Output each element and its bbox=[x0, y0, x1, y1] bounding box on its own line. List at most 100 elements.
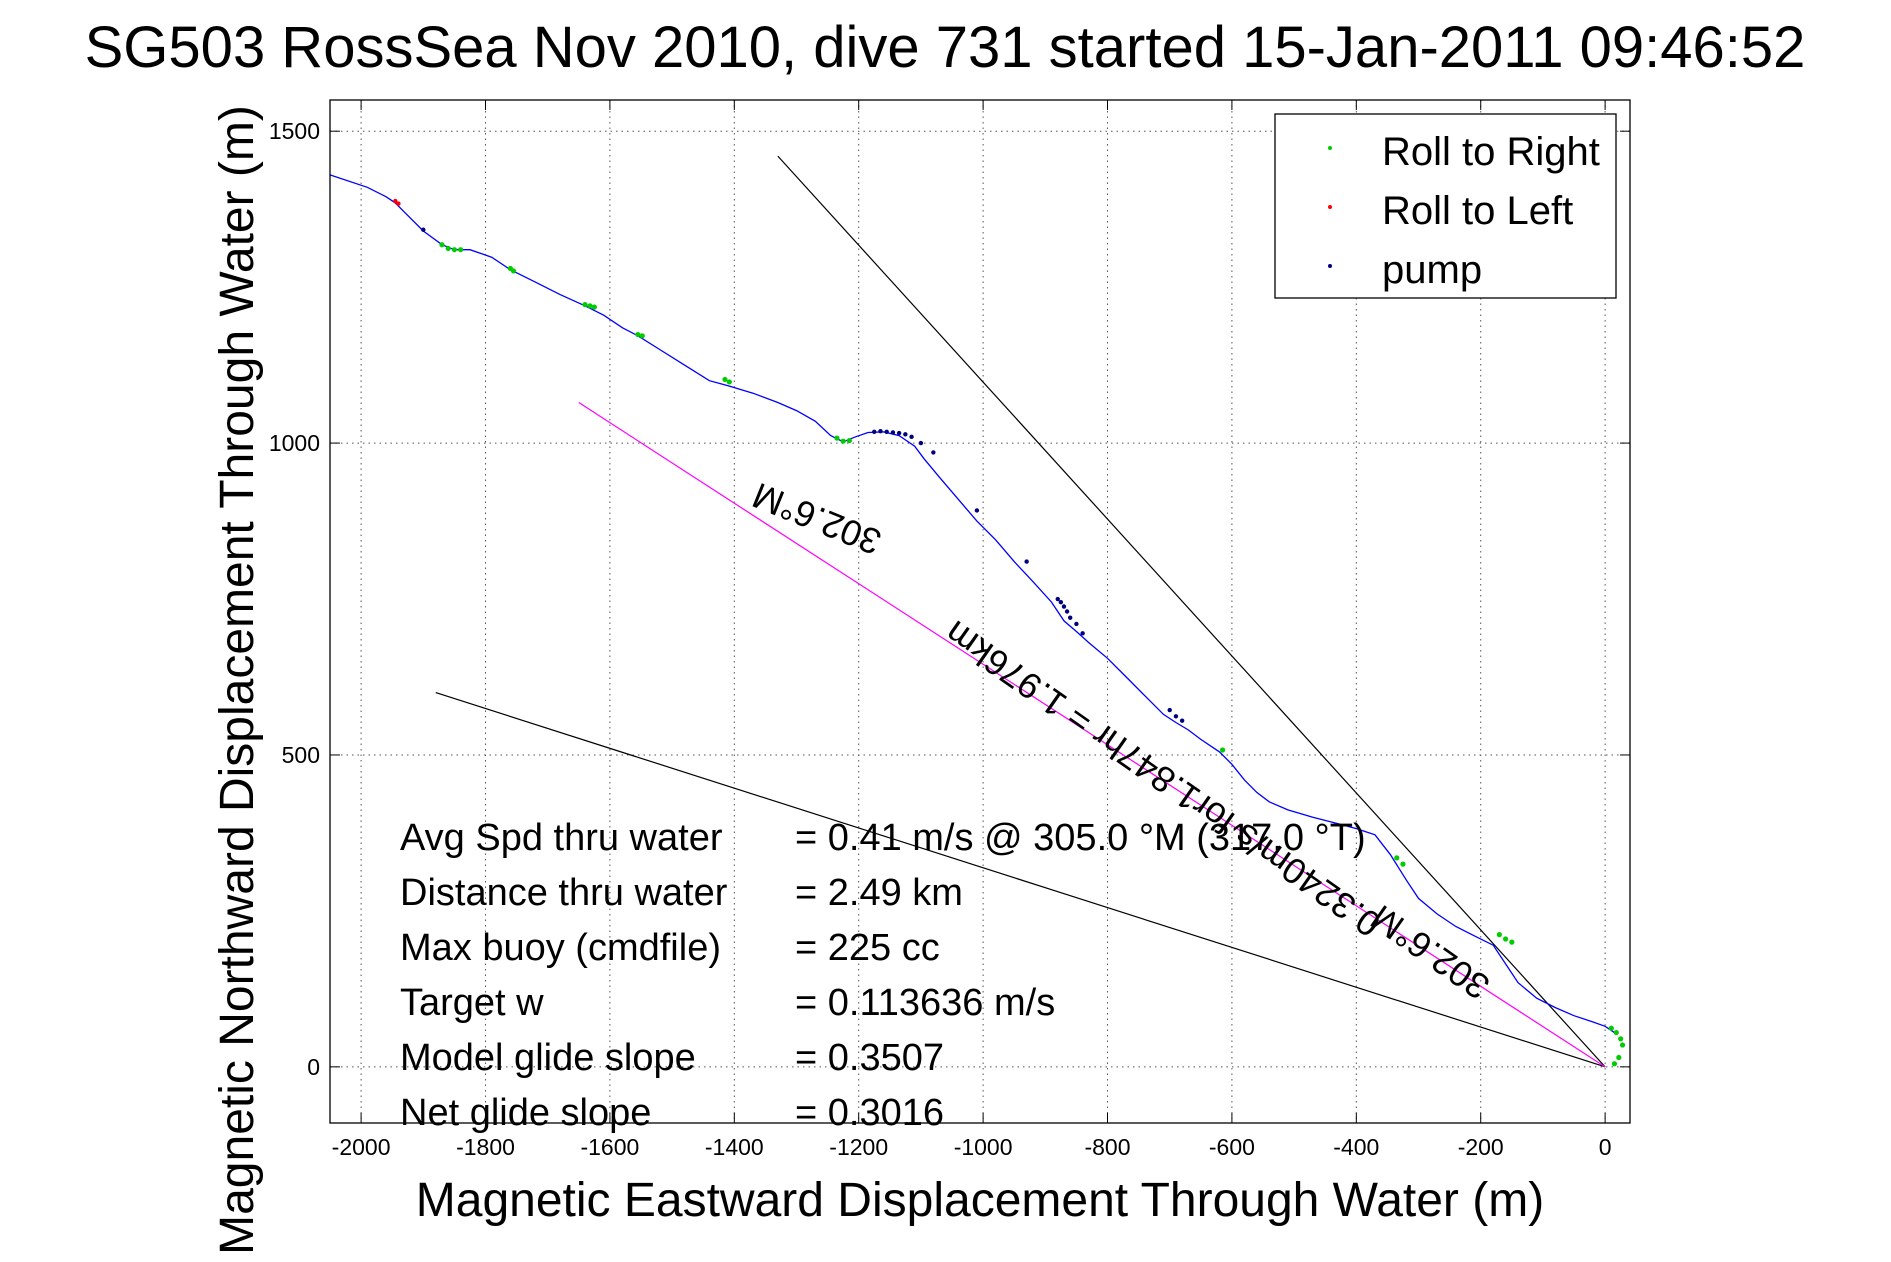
pump-marker bbox=[1061, 604, 1067, 609]
roll-right-marker bbox=[722, 376, 728, 383]
annotation-value: = 0.113636 m/s bbox=[795, 982, 1055, 1024]
y-tick-label: 0 bbox=[307, 1054, 320, 1080]
annotation-label: Net glide slope bbox=[400, 1092, 651, 1134]
pump-marker bbox=[1058, 599, 1064, 605]
roll-right-marker bbox=[1502, 936, 1509, 942]
series bbox=[329, 174, 1615, 1034]
annotation-value: = 225 cc bbox=[795, 927, 940, 969]
roll-right-marker bbox=[510, 268, 517, 274]
x-tick-label: -200 bbox=[1458, 1134, 1504, 1160]
legend: Roll to Right Roll to Left pump bbox=[1274, 113, 1617, 299]
roll-right-marker bbox=[439, 242, 445, 248]
roll-right-marker bbox=[582, 302, 588, 308]
legend-label: Roll to Left bbox=[1382, 189, 1573, 233]
y-tick-label: 1500 bbox=[269, 118, 320, 144]
y-tick-label: 1000 bbox=[269, 430, 320, 456]
pump-marker bbox=[903, 432, 908, 437]
annotation-value: = 0.3507 bbox=[795, 1037, 944, 1079]
pump-marker bbox=[931, 450, 936, 455]
pump-marker bbox=[1055, 596, 1060, 602]
guide-line bbox=[578, 402, 1606, 1068]
roll-right-marker bbox=[846, 437, 852, 444]
annotation-label: Max buoy (cmdfile) bbox=[400, 927, 721, 969]
ticks: -2000 -1800 -1600 -1400 -1200 -1000 -800 -600 -4… bbox=[269, 100, 1630, 1160]
annotation-value: = 2.49 km bbox=[795, 872, 963, 914]
pump-marker bbox=[974, 508, 980, 513]
x-axis-label: Magnetic Eastward Displacement Through W… bbox=[416, 1174, 1544, 1227]
roll-right-marker bbox=[1618, 1036, 1624, 1042]
roll-right-marker bbox=[639, 333, 645, 339]
x-tick-label: 0 bbox=[1599, 1134, 1612, 1160]
y-tick-label: 500 bbox=[282, 742, 320, 768]
roll-right-marker bbox=[635, 331, 641, 338]
pump-marker bbox=[918, 440, 924, 446]
roll-right-marker bbox=[1400, 861, 1406, 867]
annotation-label: Avg Spd thru water bbox=[400, 817, 723, 859]
pump-marker bbox=[1064, 609, 1070, 614]
legend-marker bbox=[1328, 205, 1332, 209]
pump-marker bbox=[1173, 714, 1179, 719]
markers bbox=[393, 198, 1626, 1067]
annotation-value: = 0.3016 bbox=[795, 1092, 944, 1134]
guide-line bbox=[777, 155, 1606, 1068]
annotation-value: = 0.41 m/s @ 305.0 °M (317.0 °T) bbox=[795, 817, 1366, 859]
roll-left-marker bbox=[396, 201, 401, 206]
annotation-label: Target w bbox=[400, 982, 544, 1024]
pump-marker bbox=[884, 429, 889, 435]
annotation-label: Distance thru water bbox=[400, 872, 728, 914]
roll-right-marker bbox=[591, 304, 597, 310]
roll-right-marker bbox=[458, 247, 464, 253]
roll-right-marker bbox=[1613, 1029, 1619, 1036]
roll-right-marker bbox=[1509, 939, 1515, 945]
roll-right-marker bbox=[840, 438, 846, 444]
pump-marker bbox=[1080, 631, 1085, 636]
x-tick-label: -1400 bbox=[705, 1134, 764, 1160]
pump-marker bbox=[421, 227, 426, 232]
roll-right-marker bbox=[1616, 1054, 1622, 1061]
pump-marker bbox=[1024, 559, 1029, 564]
dive-track-line bbox=[329, 174, 1615, 1034]
x-tick-label: -1800 bbox=[456, 1134, 515, 1160]
chart-title: SG503 RossSea Nov 2010, dive 731 started… bbox=[85, 15, 1806, 80]
roll-right-marker bbox=[445, 245, 451, 252]
roll-right-marker bbox=[587, 303, 593, 309]
x-tick-label: -1600 bbox=[580, 1134, 639, 1160]
x-tick-label: -1000 bbox=[954, 1134, 1013, 1160]
pump-marker bbox=[890, 430, 896, 435]
roll-right-marker bbox=[1608, 1025, 1614, 1031]
x-tick-label: -1200 bbox=[829, 1134, 888, 1160]
annotation-label: Model glide slope bbox=[400, 1037, 696, 1079]
pump-marker bbox=[1179, 718, 1185, 723]
legend-marker bbox=[1328, 146, 1332, 150]
annotations: Avg Spd thru water = 0.41 m/s @ 305.0 °M … bbox=[400, 817, 1366, 1134]
roll-left-marker bbox=[393, 198, 398, 204]
guide-line bbox=[435, 692, 1606, 1068]
pump-marker bbox=[1167, 707, 1172, 713]
x-tick-label: -800 bbox=[1084, 1134, 1130, 1160]
roll-right-marker bbox=[1496, 932, 1502, 938]
y-axis-label: Magnetic Northward Displacement Through … bbox=[211, 105, 264, 1255]
x-tick-label: -2000 bbox=[332, 1134, 391, 1160]
legend-label: Roll to Right bbox=[1382, 130, 1600, 174]
guide-lines bbox=[435, 155, 1606, 1068]
legend-label: pump bbox=[1382, 248, 1482, 292]
roll-right-marker bbox=[1394, 855, 1400, 861]
pump-marker bbox=[909, 434, 914, 440]
pump-marker bbox=[872, 429, 877, 435]
legend-box bbox=[1274, 113, 1617, 299]
roll-right-marker bbox=[1611, 1061, 1618, 1067]
roll-right-marker bbox=[451, 247, 458, 253]
legend-marker bbox=[1328, 264, 1332, 268]
pump-marker bbox=[878, 429, 883, 434]
roll-right-marker bbox=[1619, 1042, 1626, 1048]
x-tick-label: -600 bbox=[1209, 1134, 1255, 1160]
x-tick-label: -400 bbox=[1333, 1134, 1379, 1160]
pump-marker bbox=[1067, 615, 1073, 620]
pump-marker bbox=[1074, 621, 1079, 627]
pump-marker bbox=[896, 430, 902, 436]
roll-right-marker bbox=[834, 435, 840, 441]
roll-right-marker bbox=[1219, 747, 1226, 753]
plot-frame bbox=[329, 99, 1631, 1124]
roll-right-marker bbox=[726, 379, 732, 385]
